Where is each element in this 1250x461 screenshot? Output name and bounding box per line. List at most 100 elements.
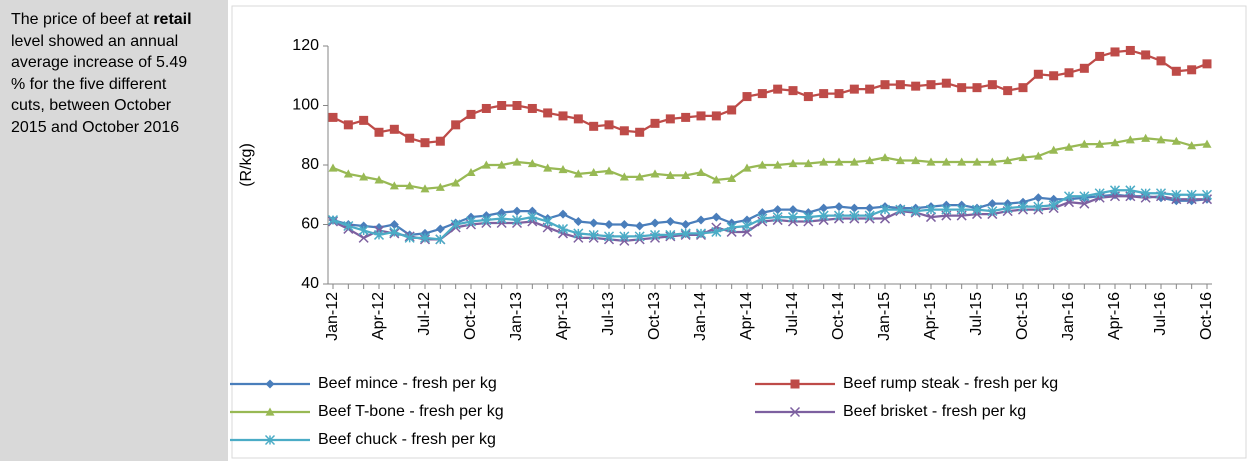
marker (834, 89, 844, 99)
x-tick-label: Oct-13 (646, 292, 663, 340)
marker (788, 86, 798, 96)
marker (1140, 188, 1151, 199)
marker (925, 212, 937, 223)
series (327, 185, 1213, 245)
marker (864, 210, 875, 221)
x-tick-label: Jan-16 (1060, 292, 1077, 341)
marker (1109, 185, 1121, 196)
marker (420, 184, 430, 193)
marker (1156, 135, 1166, 144)
y-tick-label: 40 (301, 275, 319, 292)
marker (389, 226, 400, 237)
marker (405, 181, 415, 190)
marker (1202, 139, 1212, 148)
marker (665, 229, 676, 240)
marker (1049, 71, 1059, 81)
marker (1187, 65, 1197, 75)
marker (543, 108, 553, 118)
note-text: level showed an annual average increase … (11, 32, 188, 136)
marker (911, 156, 921, 165)
marker (588, 229, 599, 240)
marker (972, 157, 982, 166)
legend-label: Beef chuck - fresh per kg (318, 431, 496, 448)
marker (665, 114, 675, 124)
marker (680, 228, 691, 239)
marker (1202, 59, 1212, 69)
marker (926, 157, 936, 166)
marker (1110, 138, 1120, 147)
legend-label: Beef mince - fresh per kg (318, 375, 497, 392)
marker (435, 224, 445, 234)
marker (726, 222, 737, 233)
marker (451, 120, 461, 130)
marker (649, 229, 661, 240)
marker (1141, 50, 1151, 60)
marker (405, 133, 415, 143)
marker (635, 221, 645, 231)
marker (773, 160, 783, 169)
marker (374, 127, 384, 137)
marker (895, 204, 906, 215)
series (328, 133, 1212, 193)
marker (696, 111, 706, 121)
legend-item: Beef T-bone - fresh per kg (230, 403, 504, 420)
marker (696, 215, 706, 225)
x-tick-label: Jul-16 (1152, 292, 1169, 336)
marker (435, 182, 445, 191)
marker (389, 124, 399, 134)
marker (650, 218, 660, 228)
marker (941, 78, 951, 88)
marker (1171, 136, 1181, 145)
marker (742, 92, 752, 102)
marker (849, 203, 859, 213)
marker (435, 136, 445, 146)
x-tick-label: Jan-14 (692, 292, 709, 341)
marker (1002, 203, 1013, 214)
marker (635, 172, 645, 181)
marker (926, 80, 936, 90)
marker (819, 89, 829, 99)
marker (558, 164, 568, 174)
marker (1048, 200, 1059, 211)
note: The price of beef at retail level showed… (11, 9, 201, 138)
marker (773, 84, 783, 94)
marker (1018, 83, 1028, 93)
marker (1094, 188, 1105, 199)
marker (573, 169, 583, 178)
x-tick-label: Jan-13 (508, 292, 525, 341)
marker (727, 173, 737, 182)
marker (834, 157, 844, 166)
marker (650, 169, 660, 178)
x-tick-label: Jan-15 (876, 292, 893, 341)
marker (742, 215, 752, 225)
marker (1171, 66, 1181, 76)
marker (1125, 185, 1136, 196)
marker (558, 111, 568, 121)
marker (911, 81, 921, 91)
marker (711, 111, 721, 121)
marker (1064, 142, 1074, 151)
marker (879, 213, 891, 224)
marker (512, 157, 522, 166)
x-tick-label: Apr-12 (370, 292, 387, 340)
marker (1003, 156, 1013, 165)
marker (327, 215, 339, 226)
note-bold: retail (153, 11, 192, 28)
marker (466, 167, 476, 177)
marker (497, 101, 507, 110)
legend-item: Beef chuck - fresh per kg (230, 431, 496, 448)
marker (865, 156, 875, 165)
marker (941, 157, 951, 166)
marker (772, 212, 783, 223)
marker (451, 178, 461, 187)
y-tick-label: 120 (292, 37, 319, 54)
marker (1125, 135, 1135, 144)
marker (512, 101, 522, 110)
marker (635, 127, 645, 137)
marker (1033, 69, 1043, 79)
marker (343, 120, 353, 130)
marker (711, 212, 721, 222)
marker (450, 219, 461, 230)
marker (757, 89, 767, 99)
marker (358, 225, 369, 236)
